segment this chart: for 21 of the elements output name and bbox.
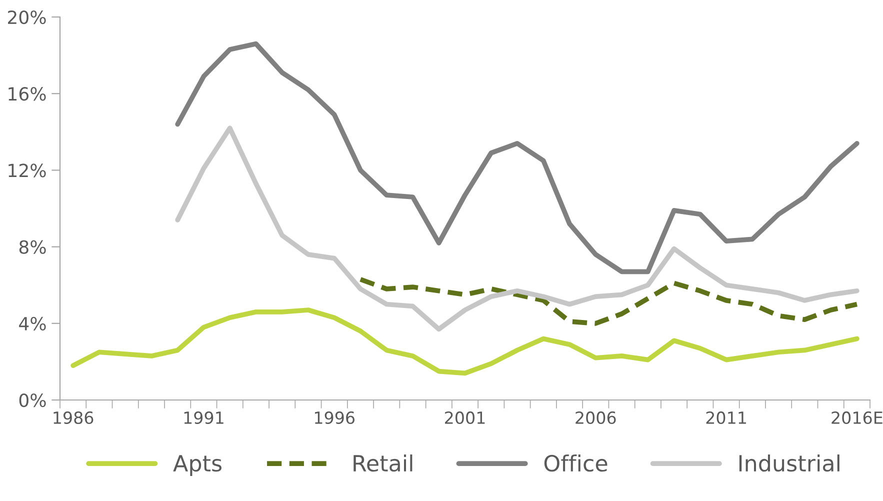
legend-label: Industrial <box>739 454 840 472</box>
legend-label: Office <box>544 454 608 472</box>
legend-label: Apts <box>173 455 222 476</box>
y-tick-label: 8% <box>19 240 46 254</box>
y-tick-label: 12% <box>8 164 46 178</box>
line-series <box>70 308 860 376</box>
line-series <box>175 126 860 332</box>
y-tick-label: 4% <box>19 316 46 331</box>
x-tick-label: 2011 <box>706 411 746 424</box>
x-tick-label: 2016E <box>832 411 882 424</box>
y-tick-label: 16% <box>8 87 46 101</box>
y-tick-label: 0% <box>19 393 46 408</box>
y-tick-label: 20% <box>8 10 46 24</box>
legend-label: Retail <box>354 454 412 472</box>
x-tick-label: 1996 <box>314 411 355 424</box>
x-tick-label: 2001 <box>445 411 485 424</box>
x-tick-label: 2006 <box>576 411 616 424</box>
x-tick-label: 1986 <box>54 411 94 424</box>
line-series <box>175 41 860 274</box>
line-series <box>358 276 860 326</box>
x-tick-label: 1991 <box>184 411 224 424</box>
